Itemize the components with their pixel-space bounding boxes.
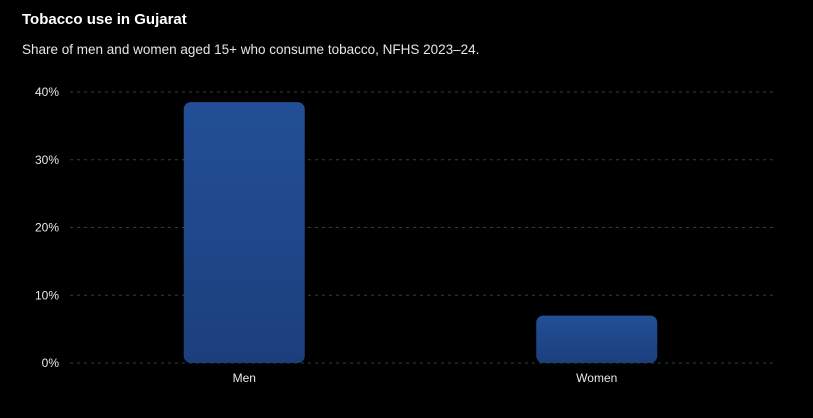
y-tick-label: 30% — [35, 153, 59, 167]
chart-title: Tobacco use in Gujarat — [22, 11, 187, 28]
bar-men[interactable] — [183, 102, 305, 363]
bar-women[interactable] — [536, 315, 658, 363]
y-tick-label: 20% — [35, 221, 59, 235]
x-tick-label: Men — [233, 371, 256, 385]
y-tick-label: 0% — [42, 356, 60, 370]
y-tick-label: 10% — [35, 288, 59, 302]
x-tick-label: Women — [576, 371, 617, 385]
chart-subtitle: Share of men and women aged 15+ who cons… — [22, 42, 480, 57]
y-tick-label: 40% — [35, 85, 59, 99]
